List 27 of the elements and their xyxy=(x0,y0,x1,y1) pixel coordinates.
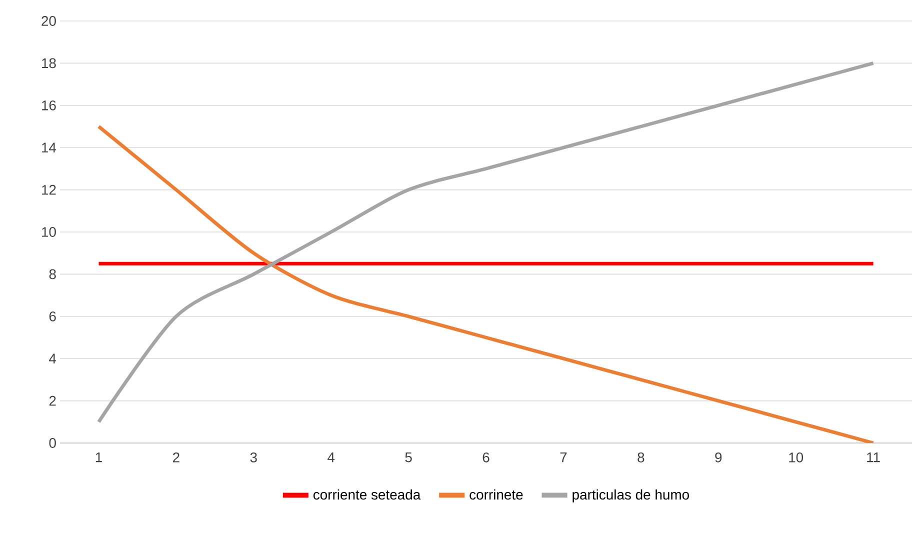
line-series xyxy=(96,124,876,443)
y-tick-label: 18 xyxy=(42,58,56,68)
x-tick-label: 9 xyxy=(715,452,722,462)
x-tick-label: 5 xyxy=(405,452,412,462)
x-tick-label: 11 xyxy=(867,452,880,462)
x-tick-label: 1 xyxy=(96,452,102,462)
y-tick-label: 14 xyxy=(42,142,56,152)
x-tick-label: 4 xyxy=(328,452,335,462)
legend-label: corrinete xyxy=(470,489,523,500)
x-tick-label: 2 xyxy=(173,452,180,462)
y-tick-label: 10 xyxy=(42,227,56,237)
y-tick-label: 8 xyxy=(49,269,56,280)
y-tick-label: 2 xyxy=(49,396,56,406)
y-tick-label: 12 xyxy=(42,184,56,195)
y-tick-label: 16 xyxy=(42,100,56,110)
legend-label: corriente seteada xyxy=(313,489,421,500)
x-tick-label: 10 xyxy=(789,452,804,462)
x-tick-label: 6 xyxy=(482,452,490,462)
x-tick-label: 3 xyxy=(250,452,257,462)
y-tick-label: 20 xyxy=(42,16,56,26)
y-tick-label: 4 xyxy=(49,354,56,364)
y-tick-label: 6 xyxy=(49,311,56,322)
legend-label: particulas de humo xyxy=(572,489,690,502)
y-tick-label: 0 xyxy=(49,438,56,448)
line-series xyxy=(96,61,876,424)
x-tick-label: 8 xyxy=(638,452,644,462)
x-tick-label: 7 xyxy=(560,452,567,462)
